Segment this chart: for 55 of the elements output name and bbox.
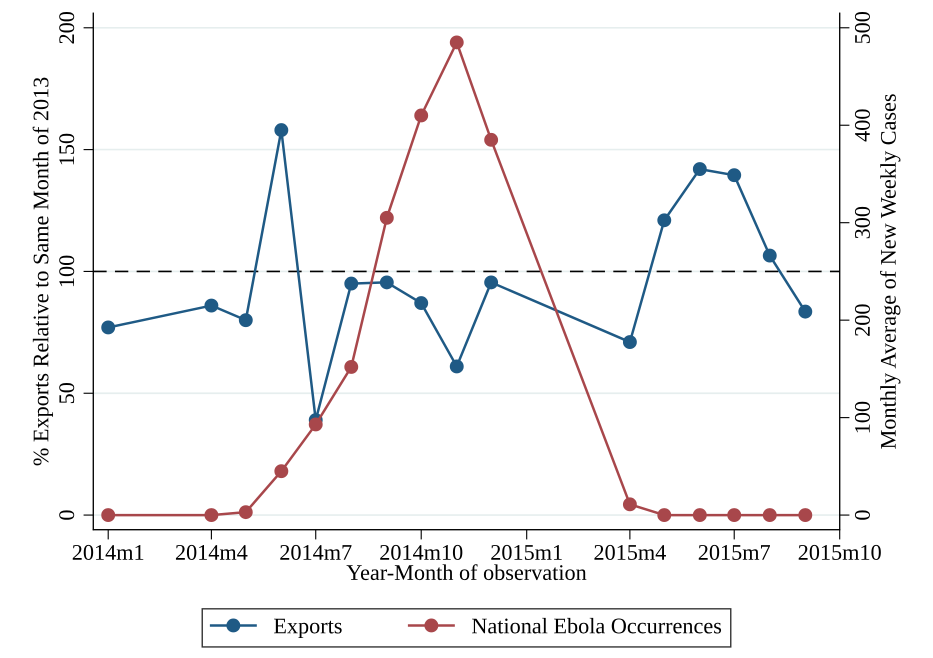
point (238, 313, 253, 328)
point (380, 210, 394, 225)
point (762, 248, 777, 263)
point (274, 123, 288, 138)
y2-axis-title: Monthly Average of New Weekly Cases (880, 94, 900, 449)
x-tick-label: 2014m10 (380, 544, 462, 560)
point (798, 508, 812, 522)
point (692, 162, 707, 176)
x-axis-title: Year-Month of observation (346, 564, 586, 580)
point (727, 168, 742, 182)
point (344, 276, 358, 291)
y2-tick-label: 300 (854, 206, 870, 238)
point (484, 275, 498, 290)
point (274, 464, 288, 478)
x-tick-label: 2014m4 (176, 544, 248, 560)
point (380, 275, 394, 290)
y2-tick-label: 100 (854, 402, 870, 432)
point (238, 505, 253, 520)
point (484, 132, 498, 147)
point (101, 320, 116, 334)
point (727, 508, 742, 522)
point (692, 508, 707, 522)
point (101, 508, 116, 522)
legend-label: Exports (274, 618, 342, 638)
y-axis-title: % Exports Relative to Same Month of 2013 (32, 78, 54, 466)
x-tick-label: 2014m1 (72, 544, 144, 560)
legend-label: National Ebola Occurrences (472, 618, 722, 634)
point (344, 360, 358, 374)
point (450, 360, 464, 374)
x-tick-label: 2014m7 (280, 544, 352, 560)
point (204, 508, 218, 522)
y2-tick-label: 200 (854, 304, 870, 336)
point (657, 508, 672, 522)
x-tick-label: 2015m1 (491, 544, 562, 560)
y-tick-label: 0 (59, 510, 74, 520)
x-tick-label: 2015m7 (698, 544, 770, 560)
y2-tick-label: 400 (854, 109, 870, 142)
y-tick-label: 200 (59, 12, 74, 44)
x-tick-label: 2015m10 (798, 544, 881, 560)
point (798, 304, 812, 319)
point (657, 213, 672, 228)
x-tick-label: 2015m4 (594, 544, 666, 560)
y2-tick-label: 500 (854, 12, 870, 44)
point (414, 296, 428, 310)
y-tick-label: 150 (59, 134, 74, 164)
point (762, 508, 777, 522)
y-tick-label: 50 (59, 382, 74, 404)
point (414, 108, 428, 122)
point (622, 335, 637, 350)
y2-tick-label: 0 (854, 510, 870, 520)
y-tick-label: 100 (59, 256, 74, 286)
point (308, 417, 323, 432)
point (622, 497, 637, 512)
point (450, 35, 464, 50)
point (204, 298, 218, 312)
